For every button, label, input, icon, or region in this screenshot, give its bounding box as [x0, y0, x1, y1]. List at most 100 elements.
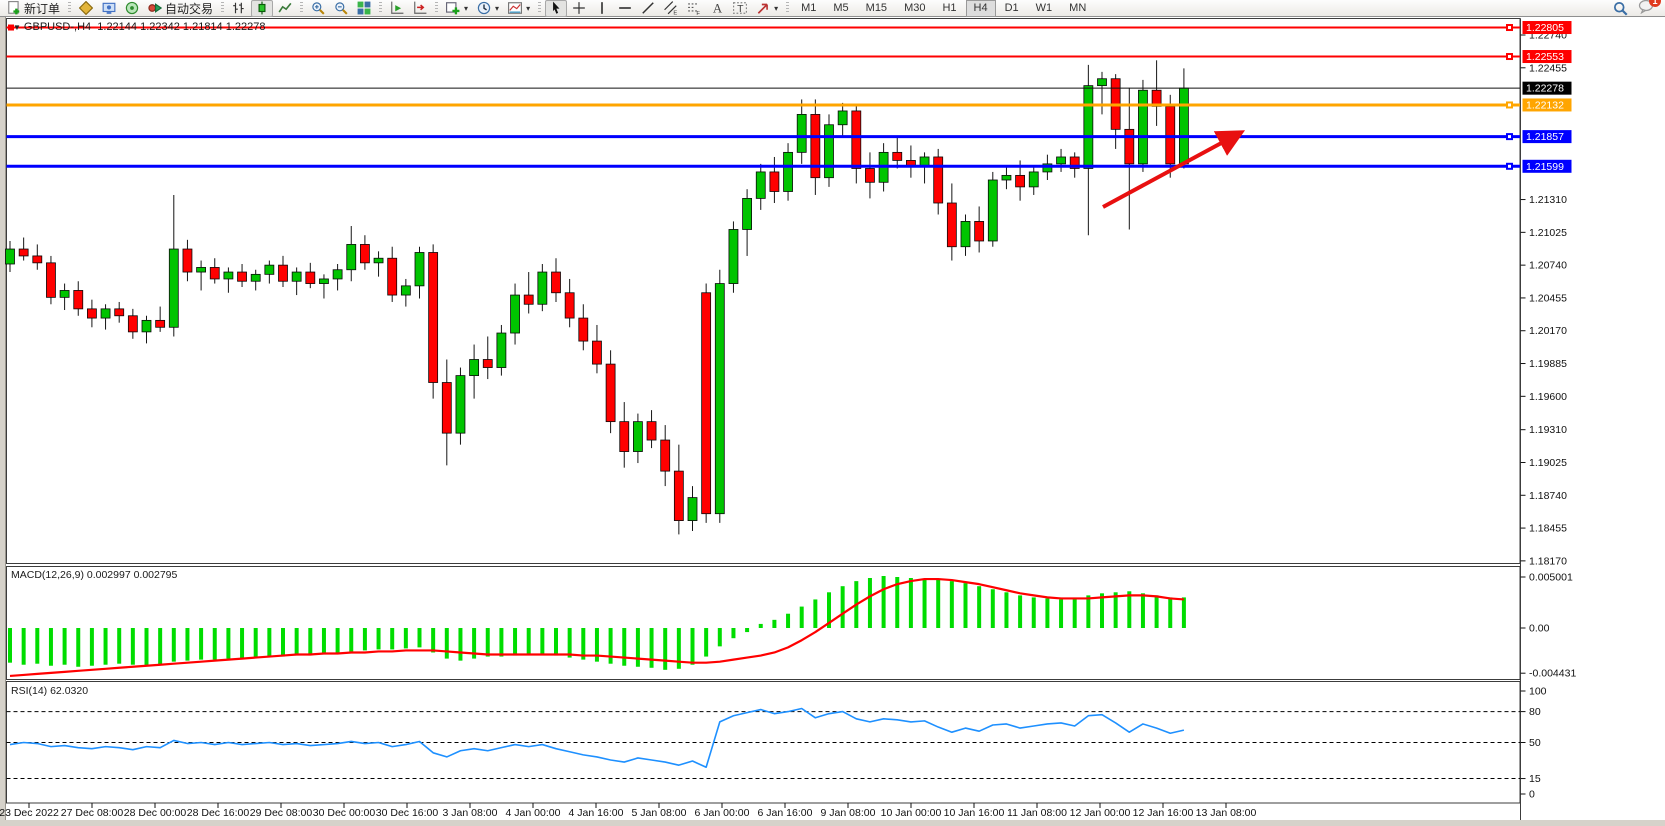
cursor-button[interactable] [545, 0, 568, 17]
candle-down [1069, 156, 1080, 169]
search-icon[interactable] [1613, 1, 1628, 16]
tile-windows-button[interactable] [353, 0, 375, 17]
zoom-out-button[interactable] [330, 0, 352, 17]
autotrading-button[interactable]: 自动交易 [144, 0, 217, 17]
line-chart-button[interactable] [274, 0, 296, 17]
candle-up [141, 319, 152, 333]
cursor-icon [549, 1, 563, 15]
symbol-dropdown-icon[interactable]: ▼ [13, 23, 21, 32]
price-label-box [1522, 81, 1572, 95]
bar-chart-button[interactable] [228, 0, 250, 17]
candle-down [851, 110, 862, 169]
vertical-line-button[interactable] [591, 0, 613, 17]
equidistant-channel-button[interactable]: E [660, 0, 682, 17]
time-tick-label: 29 Dec 08:00 [250, 807, 313, 819]
horizontal-line-icon [618, 1, 632, 15]
text-label-button[interactable]: T [729, 0, 751, 17]
rsi-line [9, 707, 1185, 769]
candle-down [18, 248, 29, 257]
crosshair-button[interactable] [568, 0, 590, 17]
candle-down [673, 470, 684, 521]
timeframe-button-d1[interactable]: D1 [1004, 2, 1019, 14]
candle-up [1097, 78, 1107, 87]
candle-up [796, 113, 807, 153]
timeframe-button-h4[interactable]: H4 [965, 0, 996, 17]
candle-up [250, 273, 261, 282]
time-tick-label: 30 Dec 16:00 [376, 807, 439, 819]
macd-signal-line [9, 577, 1184, 678]
candle-up [742, 197, 752, 230]
candle-up [100, 308, 111, 319]
chart-shift-button[interactable] [409, 0, 431, 17]
periods-icon [477, 1, 491, 15]
navigator-icon [102, 1, 116, 15]
new-order-button[interactable]: 新订单 [3, 0, 64, 17]
candle-up [319, 278, 329, 284]
price-tick-label: 1.18170 [1529, 555, 1567, 567]
navigator-button[interactable] [98, 0, 120, 17]
indicators-button-caret-icon[interactable]: ▾ [464, 3, 469, 13]
candle-down [810, 113, 821, 179]
timeframe-button-w1[interactable]: W1 [1035, 2, 1053, 14]
candle-down [933, 156, 944, 204]
arrows-button[interactable]: ▾ [752, 0, 782, 17]
candle-down [359, 244, 370, 264]
horizontal-levels[interactable] [6, 24, 1521, 170]
market-watch-button[interactable] [75, 0, 97, 17]
timeframe-button-m1[interactable]: M1 [801, 2, 817, 14]
zoom-in-button[interactable] [307, 0, 329, 17]
hline-handle [8, 24, 14, 31]
indicators-button[interactable]: ▾ [442, 0, 472, 17]
chat-button[interactable]: 1 [1638, 0, 1661, 17]
arrows-button-caret-icon[interactable]: ▾ [774, 3, 779, 13]
candle-up [5, 248, 15, 265]
price-tick-label: 1.18455 [1529, 523, 1567, 535]
candle-down [237, 271, 247, 282]
candle-up [687, 497, 698, 521]
rsi-tick-label: 15 [1529, 773, 1541, 785]
price-tick-label: 1.19885 [1529, 358, 1567, 370]
trendline-button[interactable] [637, 0, 659, 17]
candle-down [523, 294, 534, 305]
templates-button[interactable]: ▾ [504, 0, 534, 17]
candle-down [551, 271, 561, 294]
candle-up [510, 294, 520, 334]
text-button[interactable]: A [706, 0, 728, 17]
fibonacci-button[interactable]: F [683, 0, 705, 17]
templates-button-caret-icon[interactable]: ▾ [526, 3, 531, 13]
candle-up [824, 124, 834, 179]
auto-scroll-button[interactable] [386, 0, 408, 17]
timeframe-button-m5[interactable]: M5 [833, 2, 849, 14]
timeframe-button-h1[interactable]: H1 [942, 2, 957, 14]
price-tick-label: 1.20740 [1529, 260, 1567, 272]
timeframe-button-m15[interactable]: M15 [865, 2, 888, 14]
time-tick-label: 27 Dec 08:00 [61, 807, 124, 819]
timeframe-button-m30[interactable]: M30 [904, 2, 926, 14]
price-scale: 1.227401.224551.213101.210251.207401.204… [1520, 21, 1572, 567]
zoom-in-icon [311, 1, 325, 15]
candlestick-chart-button[interactable] [251, 0, 274, 17]
time-tick-label: 3 Jan 08:00 [443, 807, 498, 819]
time-tick-label: 28 Dec 00:00 [124, 807, 187, 819]
strategy-tester-button[interactable] [121, 0, 143, 17]
candle-up [223, 271, 234, 280]
trend-arrow[interactable] [1102, 130, 1246, 209]
candle-up [400, 285, 411, 296]
timeframe-button-mn[interactable]: MN [1069, 2, 1087, 14]
periods-button-caret-icon[interactable]: ▾ [495, 3, 500, 13]
candle-up [633, 421, 643, 452]
time-tick-label: 12 Jan 16:00 [1133, 807, 1194, 819]
time-tick-label: 5 Jan 08:00 [632, 807, 687, 819]
price-label-box [1522, 21, 1572, 35]
price-label-box [1522, 98, 1572, 112]
new-order-icon [7, 1, 21, 15]
horizontal-line-button[interactable] [614, 0, 636, 17]
periods-button[interactable]: ▾ [473, 0, 503, 17]
candle-down [428, 252, 439, 383]
price-tick-label: 1.20170 [1529, 325, 1567, 337]
time-axis[interactable]: 23 Dec 2022 27 Dec 08:00 28 Dec 00:00 28 De… [0, 803, 1257, 819]
time-tick-label: 23 Dec 2022 [0, 807, 59, 819]
zoom-out-icon [334, 1, 348, 15]
